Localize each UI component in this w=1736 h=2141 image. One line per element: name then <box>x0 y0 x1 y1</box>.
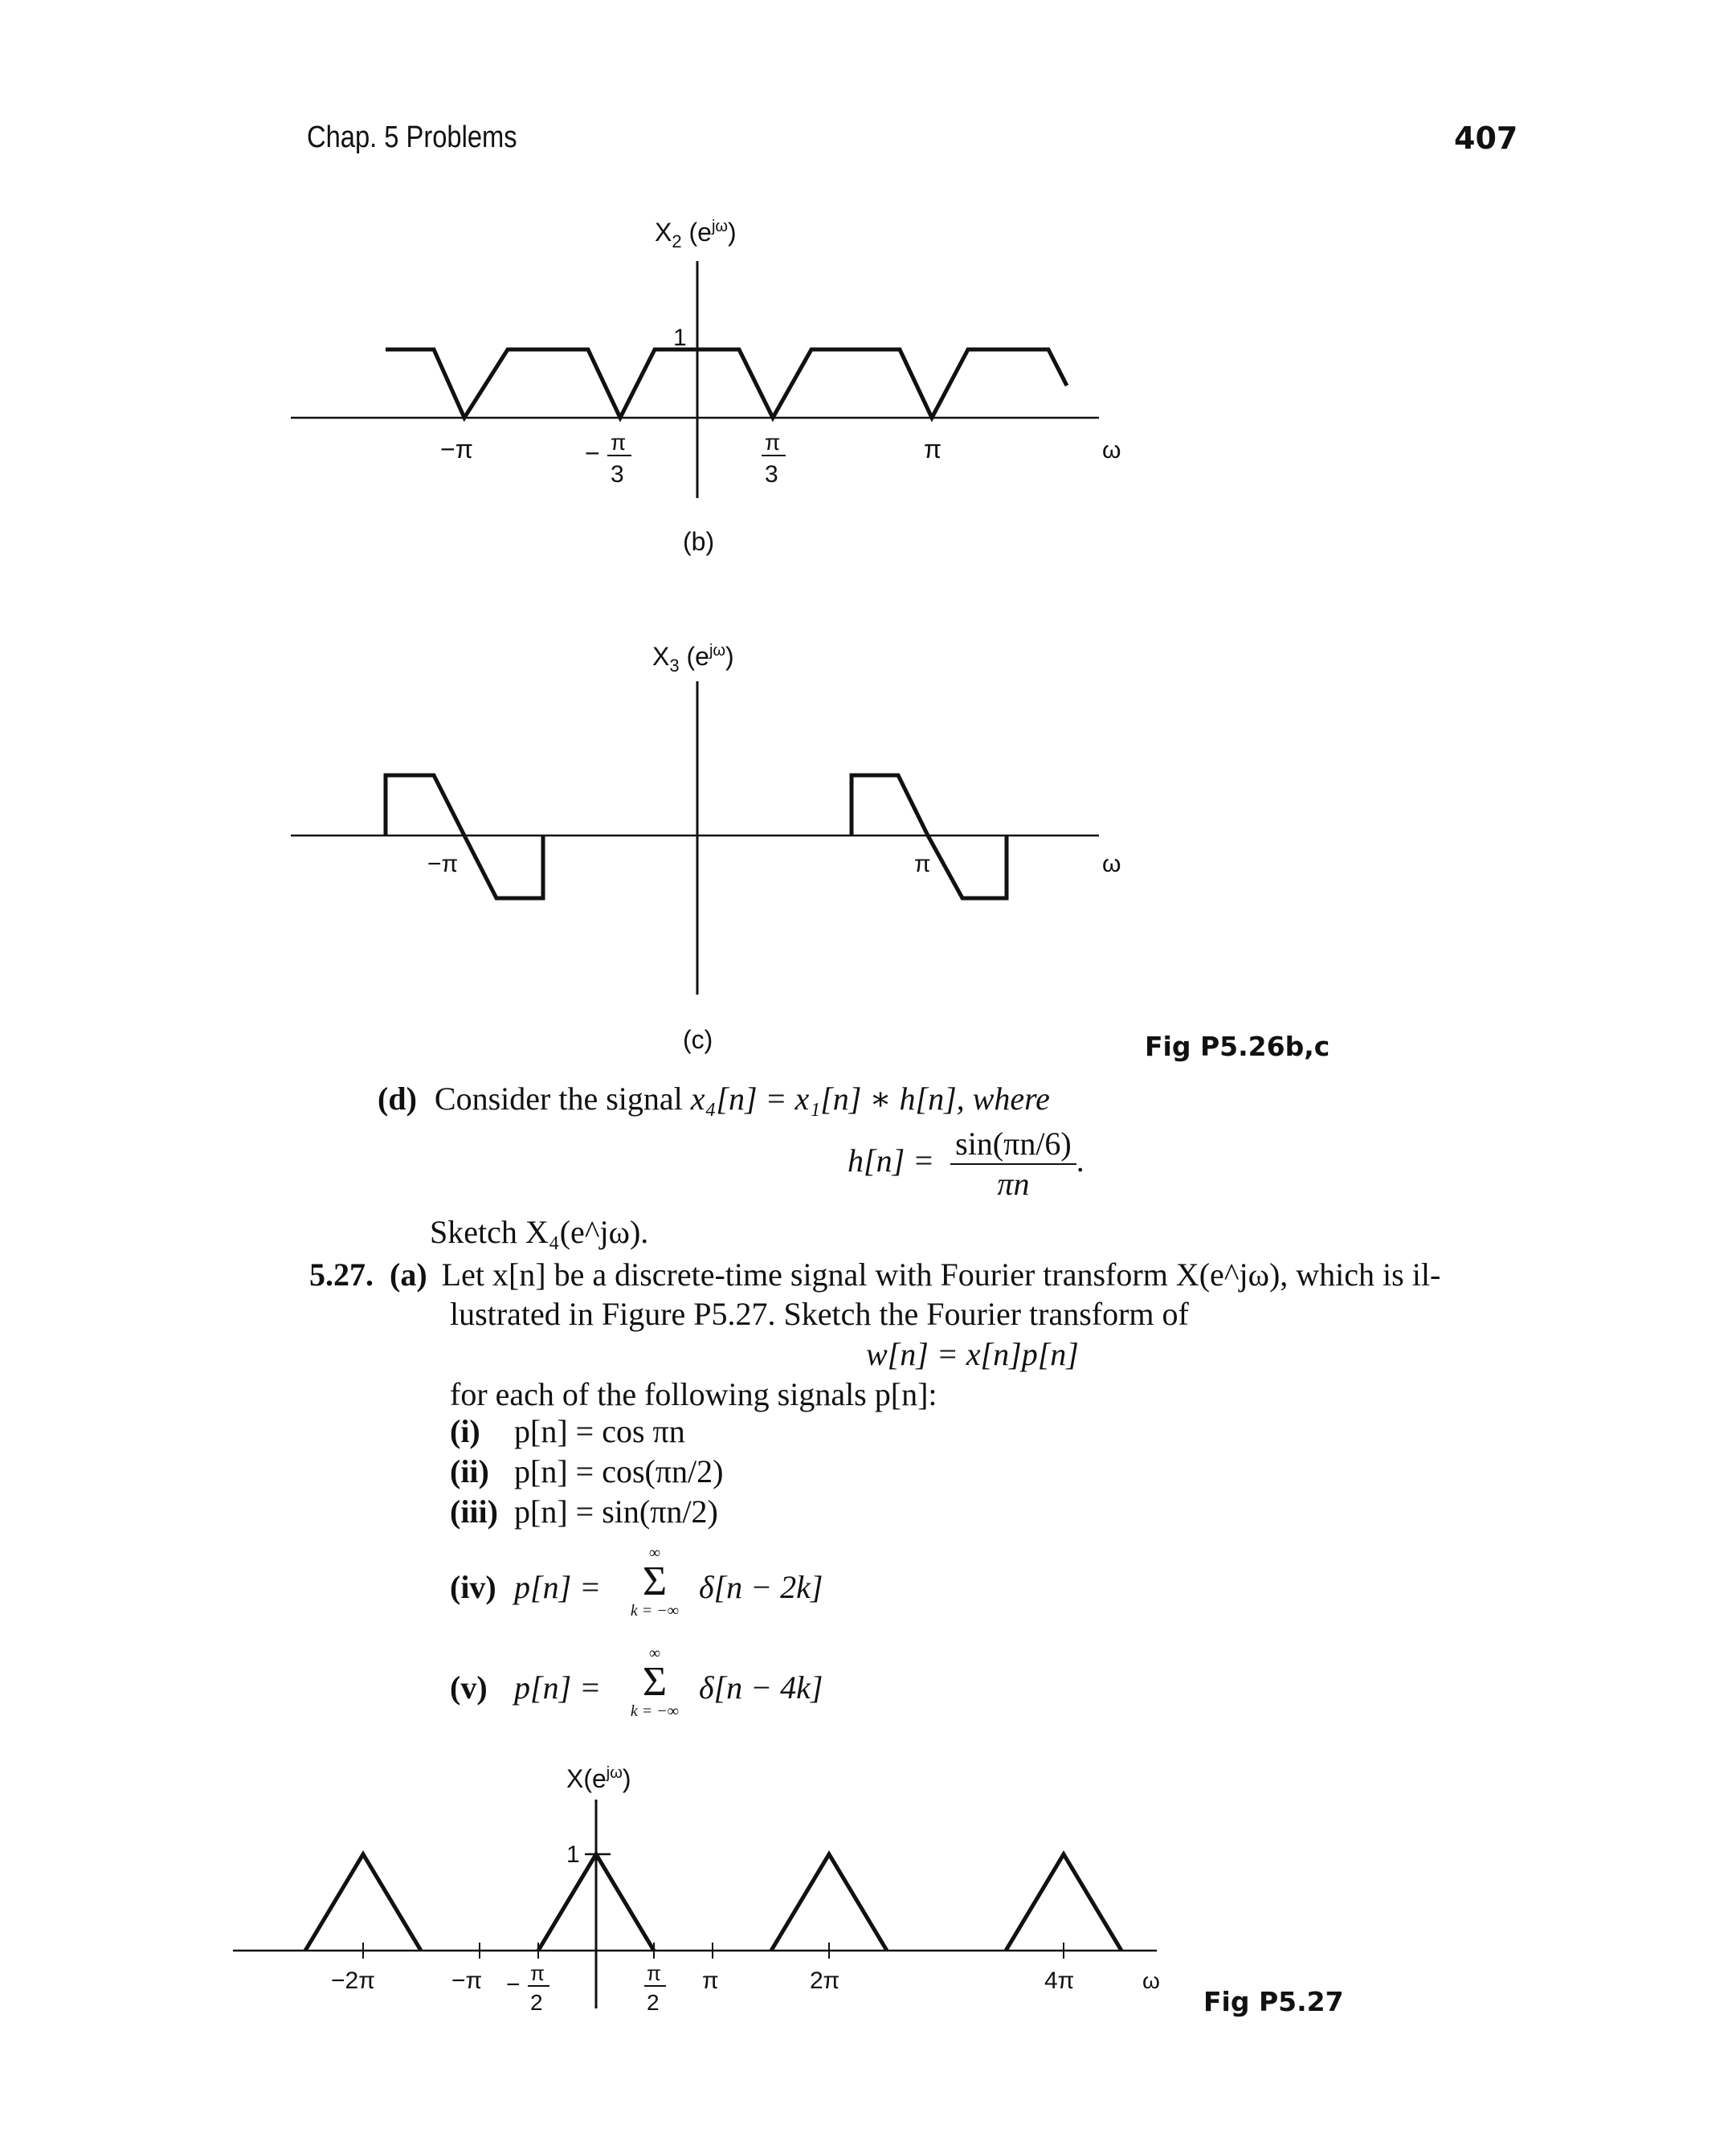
fig-527-xlabel: ω <box>1142 1968 1160 1993</box>
h-fraction: sin(πn/6) πn <box>950 1125 1076 1203</box>
running-header-chapter: Chap. 5 Problems <box>307 121 517 154</box>
fig-527-tick-2-left: 2 <box>530 1990 543 2015</box>
fig-b-xlabel: ω <box>1102 437 1121 464</box>
item-iii-expr: p[n] = sin(πn/2) <box>514 1493 718 1530</box>
item-iv-lhs: p[n] = <box>514 1569 602 1605</box>
h-lhs: h[n] = <box>848 1142 935 1179</box>
item-iii-label: (iii) <box>450 1493 498 1530</box>
fig-527-tick-pi-num-right: π <box>647 1961 661 1985</box>
fig-b-tick-minus-pi: −π <box>440 435 473 464</box>
figure-p527: X(ejω) 1 −2π −π − π 2 π 2 π 2π 4π ω <box>233 1764 1160 2015</box>
h-denominator: πn <box>997 1166 1030 1202</box>
fig-b-ylabel: X2 (ejω) <box>655 218 737 251</box>
fig-527-tick-minus-2pi: −2π <box>331 1967 375 1994</box>
fig-b-caption: (b) <box>683 527 714 556</box>
fig-527-tick-pi: π <box>702 1967 719 1994</box>
fig-b-tick-pi: π <box>924 435 942 464</box>
problem-527-number: 5.27. <box>309 1256 374 1293</box>
item-i-expr: p[n] = cos πn <box>514 1413 685 1449</box>
fig-c-curve-left <box>383 773 545 901</box>
item-iv-label: (iv) <box>450 1569 496 1605</box>
sigma-icon: Σ <box>642 1659 668 1705</box>
fig-527-tick-pi-num-left: π <box>530 1961 545 1985</box>
fig-b-tick-3-left: 3 <box>611 461 624 488</box>
h-numerator: sin(πn/6) <box>950 1125 1076 1165</box>
fig-c-tick-pi: π <box>914 851 931 877</box>
h-period: . <box>1076 1142 1084 1179</box>
item-v-sum-top: ∞ <box>648 1645 661 1662</box>
fig-527-ytick: 1 <box>566 1841 580 1868</box>
fig-527-tick-2-right: 2 <box>647 1990 660 2015</box>
figure-c: X3 (ejω) −π π ω (c) <box>291 642 1121 1054</box>
problem-527-line2: lustrated in Figure P5.27. Sketch the Fo… <box>450 1296 1189 1332</box>
item-ii-label: (ii) <box>450 1453 489 1489</box>
problem-527-line1: 5.27. (a) Let x[n] be a discrete-time si… <box>309 1256 1440 1294</box>
problem-d-line: (d) Consider the signal x₄[n] = x₁[n] ∗ … <box>378 1080 1050 1118</box>
item-iv-sum-top: ∞ <box>648 1544 661 1562</box>
fig-p527-label: Fig P5.27 <box>1203 1986 1344 2017</box>
sigma-icon: Σ <box>642 1559 668 1604</box>
problem-527-text1: Let x[n] be a discrete-time signal with … <box>441 1256 1441 1293</box>
fig-b-tick-3-right: 3 <box>765 461 778 488</box>
item-iv: (iv) p[n] = <box>450 1568 601 1607</box>
problem-527-wn: w[n] = x[n]p[n] <box>866 1336 1079 1372</box>
page-number: 407 <box>1454 121 1518 156</box>
item-iv-sum-bottom: k = −∞ <box>630 1602 680 1620</box>
problem-d-sketch: Sketch X₄(e^jω). <box>430 1214 649 1250</box>
fig-527-tick-2pi: 2π <box>810 1967 839 1994</box>
fig-527-ylabel: X(ejω) <box>566 1764 631 1793</box>
fig-b-tick-pi-num-right: π <box>765 430 780 455</box>
fig-527-triangle-2pi <box>769 1850 889 1952</box>
problem-d-h-equation: h[n] = sin(πn/6) πn . <box>848 1125 1084 1203</box>
item-ii-expr: p[n] = cos(πn/2) <box>514 1453 724 1489</box>
fig-527-tick-minus-sign: − <box>506 1971 521 1998</box>
item-v-label: (v) <box>450 1669 488 1706</box>
fig-c-caption: (c) <box>683 1025 713 1054</box>
fig-527-triangle-minus-2pi <box>303 1850 423 1952</box>
item-i-label: (i) <box>450 1413 480 1449</box>
fig-c-ylabel: X3 (ejω) <box>652 642 734 676</box>
fig-527-triangle-0 <box>536 1850 656 1952</box>
fig-527-triangle-4pi <box>1003 1850 1124 1952</box>
item-v-sum-bottom: k = −∞ <box>630 1702 680 1720</box>
figure-b: X2 (ejω) 1 −π − π 3 π 3 π ω (b) <box>291 218 1121 556</box>
problem-d-label: (d) <box>378 1081 417 1117</box>
fig-c-xlabel: ω <box>1102 851 1121 877</box>
fig-c-tick-minus-pi: −π <box>427 851 458 877</box>
item-iv-summation: ∞ Σ k = −∞ <box>623 1544 687 1620</box>
item-i: (i) p[n] = cos πn <box>450 1412 685 1451</box>
fig-527-tick-4pi: 4π <box>1044 1967 1074 1994</box>
fig-b-spectrum-curve <box>386 347 1069 423</box>
fig-p526-label: Fig P5.26b,c <box>1145 1031 1330 1062</box>
fig-527-tick-marks <box>362 1943 1064 1959</box>
item-iii: (iii) p[n] = sin(πn/2) <box>450 1493 718 1531</box>
item-v-summation: ∞ Σ k = −∞ <box>623 1645 687 1720</box>
fig-b-ytick-1: 1 <box>673 325 687 351</box>
fig-527-tick-minus-pi: −π <box>451 1967 482 1994</box>
problem-527-line3: for each of the following signals p[n]: <box>450 1376 937 1412</box>
fig-b-tick-pi-num-left: π <box>611 430 626 455</box>
fig-c-curve-right <box>849 773 1009 901</box>
problem-d-equation: x₄[n] = x₁[n] ∗ h[n], where <box>690 1081 1050 1117</box>
item-v: (v) p[n] = <box>450 1669 601 1707</box>
item-ii: (ii) p[n] = cos(πn/2) <box>450 1453 723 1491</box>
item-v-rhs: δ[n − 4k] <box>699 1669 823 1706</box>
fig-b-tick-minus-sign: − <box>585 439 600 468</box>
problem-d-text: Consider the signal <box>434 1081 691 1117</box>
problem-527-part: (a) <box>390 1256 427 1293</box>
item-v-lhs: p[n] = <box>514 1669 602 1706</box>
item-iv-rhs: δ[n − 2k] <box>699 1569 823 1605</box>
